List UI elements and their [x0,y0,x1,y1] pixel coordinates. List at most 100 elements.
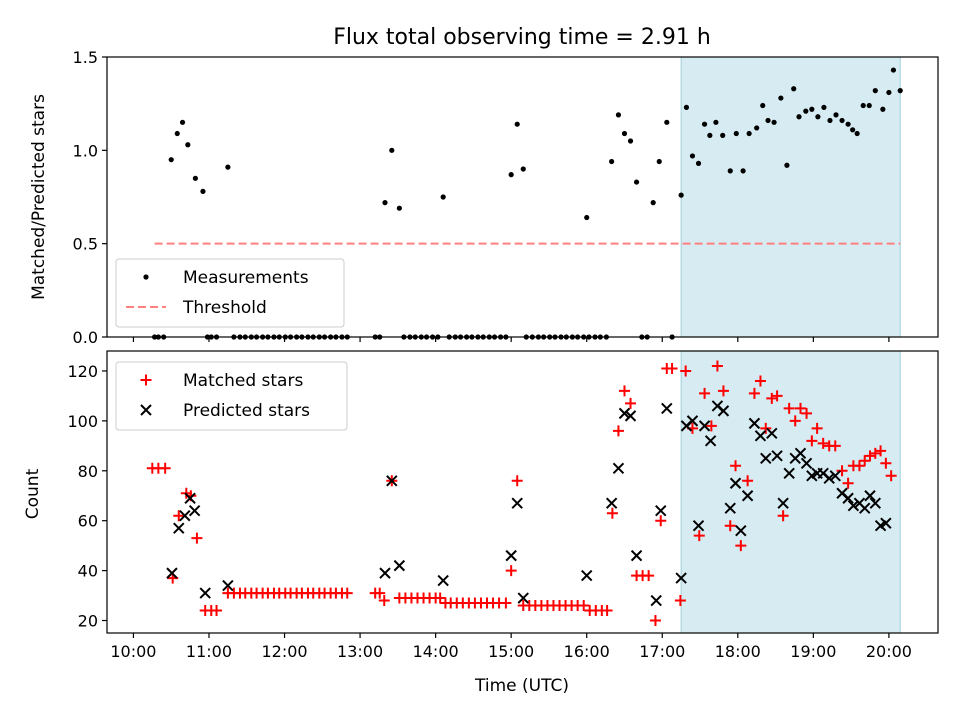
bottom-panel-y-axis-label: Count [23,468,43,519]
data-point [771,390,783,402]
data-point [869,497,882,509]
data-point [850,127,856,133]
data-point [621,130,628,137]
data-point [842,477,854,489]
data-point [693,530,705,542]
data-point [886,89,892,96]
data-point [754,430,767,442]
data-point [842,492,854,504]
data-point [437,574,449,587]
data-point [393,559,406,572]
data-point [199,587,211,599]
data-point [382,200,388,206]
data-point [581,569,593,582]
data-point [601,605,613,617]
data-point [711,360,723,372]
x-axis-label: Time (UTC) [474,676,569,696]
legend-label: Threshold [182,298,267,318]
data-point [847,500,860,512]
data-point [184,492,196,504]
data-point [760,452,772,465]
data-point [829,440,841,452]
data-point [735,540,747,552]
series-matched-stars [146,360,897,627]
data-point [511,475,523,487]
data-point [389,147,395,153]
data-point [686,415,699,427]
data-point [806,435,818,447]
data-point [374,587,386,599]
data-point [771,119,777,125]
x-tick-label: 17:00 [639,642,685,661]
data-point [624,410,637,422]
data-point [500,597,512,609]
data-point [701,121,708,127]
data-point [179,119,186,125]
top-panel-y-axis-label: Matched/Predicted stars [29,94,49,300]
data-point [836,465,848,477]
data-point [649,615,661,627]
data-point [803,108,809,114]
data-point [650,200,656,206]
data-point [514,121,520,127]
series-predicted-stars [166,400,892,607]
data-point [166,567,178,579]
data-point [872,88,878,94]
data-point [854,130,860,137]
legend-marker [143,274,149,280]
data-point [689,153,696,159]
data-point [815,114,821,120]
highlight-span [680,56,901,338]
data-point [777,510,789,522]
data-point [717,405,730,417]
data-point [869,447,881,459]
data-point [225,164,231,170]
legend: Matched stars Predicted stars [115,361,348,431]
data-point [760,102,766,109]
data-point [766,392,778,404]
data-point [609,158,615,165]
data-point [748,387,760,399]
data-point [880,517,892,529]
data-point [860,102,866,109]
data-point [666,362,678,374]
data-point [584,214,590,221]
y-tick-label: 120 [67,362,98,381]
data-point [678,192,684,198]
data-point [698,420,711,432]
data-point [200,188,206,194]
data-point [897,88,903,94]
data-point [578,600,590,612]
data-point [173,510,185,522]
data-point [707,132,713,138]
data-point [704,435,717,447]
data-point [173,522,185,534]
data-point [859,502,871,514]
data-point [656,158,662,165]
data-point [741,490,754,502]
legend-marker [140,374,152,386]
data-point [823,472,835,484]
data-point [192,175,198,181]
x-tick-label: 14:00 [413,642,459,661]
data-point [866,102,872,109]
data-point [341,587,353,599]
data-point [801,407,813,419]
data-point [746,130,752,137]
data-point [630,549,643,562]
data-point [864,450,876,462]
data-point [890,67,897,73]
data-point [748,417,761,430]
data-point [618,385,630,397]
data-point [655,515,667,527]
x-tick-label: 20:00 [866,642,912,661]
data-point [185,142,191,148]
data-point [159,462,171,474]
legend-label: Predicted stars [183,401,310,421]
data-point [674,595,686,607]
highlight-span [680,350,901,634]
data-point [760,422,772,434]
data-point [615,112,622,118]
